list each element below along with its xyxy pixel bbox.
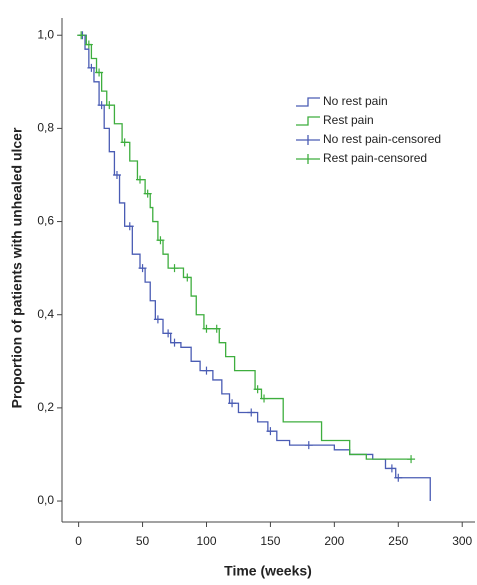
legend-label: No rest pain-censored [323, 132, 441, 146]
y-tick-label: 0,0 [37, 493, 54, 507]
censor-mark [202, 324, 211, 333]
x-tick-label: 50 [136, 534, 150, 548]
censor-mark [304, 441, 313, 450]
legend-swatch [296, 97, 320, 107]
censor-mark [228, 399, 237, 408]
censor-mark [407, 455, 416, 464]
x-tick-label: 300 [452, 534, 472, 548]
censor-mark [138, 264, 147, 273]
censor-mark [112, 170, 121, 179]
legend-swatch [296, 116, 320, 126]
censor-mark [164, 329, 173, 338]
censor-mark [260, 394, 269, 403]
censor-mark [266, 427, 275, 436]
legend-label: Rest pain-censored [323, 151, 427, 165]
censor-mark [87, 63, 96, 72]
x-axis-title: Time (weeks) [224, 563, 312, 579]
y-tick-label: 0,2 [37, 400, 54, 414]
legend-label: No rest pain [323, 94, 388, 108]
x-tick-label: 100 [196, 534, 216, 548]
survival-line [78, 34, 431, 502]
censor-mark [170, 338, 179, 347]
censor-mark [183, 273, 192, 282]
censor-mark [77, 31, 86, 40]
y-tick-label: 0,8 [37, 121, 54, 135]
censor-mark [97, 101, 106, 110]
x-tick-label: 150 [260, 534, 280, 548]
censor-mark [394, 473, 403, 482]
y-tick-label: 0,6 [37, 214, 54, 228]
censor-mark [247, 408, 256, 417]
y-tick-label: 0,4 [37, 307, 54, 321]
survival-line [78, 34, 412, 460]
censor-mark [153, 315, 162, 324]
censor-mark [105, 101, 114, 110]
y-axis-title: Proportion of patients with unhealed ulc… [9, 127, 25, 408]
censor-mark [387, 464, 396, 473]
legend-swatch [296, 135, 320, 145]
legend-swatch [296, 154, 320, 164]
censor-mark [202, 366, 211, 375]
legend-label: Rest pain [323, 113, 374, 127]
x-tick-label: 200 [324, 534, 344, 548]
censor-mark [156, 236, 165, 245]
x-tick-label: 0 [75, 534, 82, 548]
censor-mark [95, 68, 104, 77]
censor-mark [253, 385, 262, 394]
censor-mark [135, 175, 144, 184]
censor-mark [212, 324, 221, 333]
censor-mark [170, 264, 179, 273]
censor-mark [120, 138, 129, 147]
x-tick-label: 250 [388, 534, 408, 548]
y-tick-label: 1,0 [37, 27, 54, 41]
censor-mark [84, 40, 93, 49]
censor-mark [125, 222, 134, 231]
censor-mark [143, 189, 152, 198]
